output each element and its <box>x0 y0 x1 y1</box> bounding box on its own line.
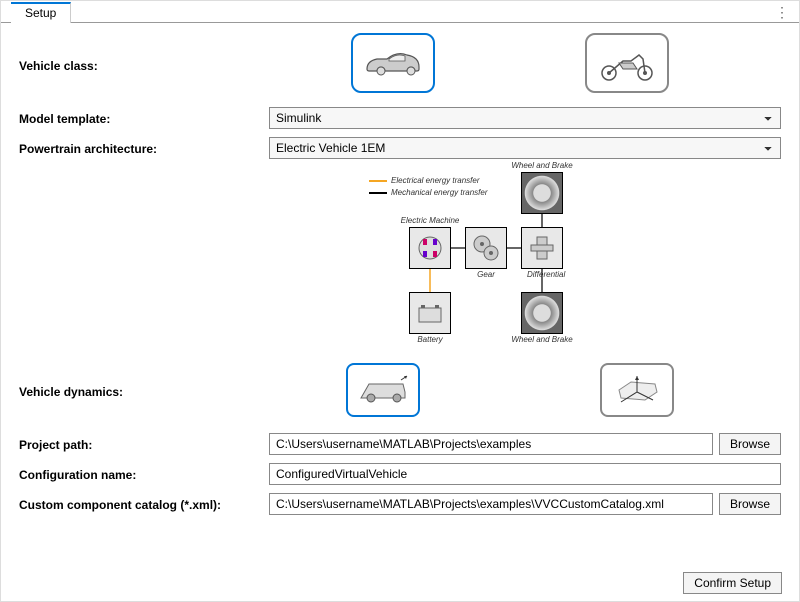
footer: Confirm Setup <box>683 572 782 594</box>
catalog-input[interactable] <box>269 493 713 515</box>
motorcycle-icon <box>595 43 659 83</box>
diagram-label-electric-machine: Electric Machine <box>390 216 470 225</box>
diagram-label-wheel-top: Wheel and Brake <box>502 161 582 170</box>
vehicle-dynamics-option-1[interactable] <box>346 363 420 417</box>
diagram-node-electric-machine <box>409 227 451 269</box>
project-path-input[interactable] <box>269 433 713 455</box>
vehicle-dynamics-option-2[interactable] <box>600 363 674 417</box>
config-name-input[interactable] <box>269 463 781 485</box>
label-catalog: Custom component catalog (*.xml): <box>19 496 269 512</box>
vehicle-class-car-option[interactable] <box>351 33 435 93</box>
diagram-label-gear: Gear <box>446 270 526 279</box>
vehicle-class-motorcycle-option[interactable] <box>585 33 669 93</box>
kebab-menu-icon[interactable]: ⋮ <box>775 5 789 19</box>
label-project-path: Project path: <box>19 436 269 452</box>
label-config-name: Configuration name: <box>19 466 269 482</box>
powertrain-dropdown[interactable]: Electric Vehicle 1EM <box>269 137 781 159</box>
diagram-label-battery: Battery <box>390 335 470 344</box>
car-icon <box>361 47 425 79</box>
setup-panel: Vehicle class: <box>1 23 799 529</box>
label-model-template: Model template: <box>19 110 269 126</box>
dynamics-3dof-icon <box>609 370 665 410</box>
browse-catalog-button[interactable]: Browse <box>719 493 781 515</box>
diagram-node-gear <box>465 227 507 269</box>
diagram-node-differential <box>521 227 563 269</box>
label-powertrain: Powertrain architecture: <box>19 140 269 156</box>
dynamics-longitudinal-icon <box>355 372 411 408</box>
label-vehicle-class: Vehicle class: <box>19 33 269 73</box>
diagram-node-wheel-bottom <box>521 292 563 334</box>
diagram-node-battery <box>409 292 451 334</box>
powertrain-diagram: Electrical energy transfer Mechanical en… <box>269 167 629 347</box>
label-vehicle-dynamics: Vehicle dynamics: <box>19 363 269 399</box>
diagram-node-wheel-top <box>521 172 563 214</box>
browse-project-path-button[interactable]: Browse <box>719 433 781 455</box>
diagram-label-wheel-bottom: Wheel and Brake <box>502 335 582 344</box>
confirm-setup-button[interactable]: Confirm Setup <box>683 572 782 594</box>
model-template-dropdown[interactable]: Simulink <box>269 107 781 129</box>
tab-bar: Setup ⋮ <box>1 1 799 23</box>
tab-setup[interactable]: Setup <box>11 2 71 23</box>
diagram-label-differential: Differential <box>527 270 607 279</box>
